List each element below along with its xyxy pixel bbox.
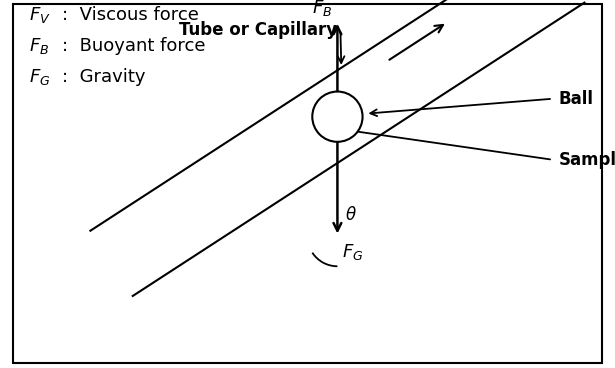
Text: :  Gravity: : Gravity	[62, 68, 146, 86]
Text: $F_B$: $F_B$	[30, 36, 49, 56]
Text: $F_G$: $F_G$	[30, 67, 51, 87]
Text: $F_B$: $F_B$	[312, 0, 333, 18]
Text: $F_G$: $F_G$	[342, 243, 363, 262]
Text: Ball: Ball	[559, 90, 594, 108]
Text: :  Viscous force: : Viscous force	[62, 6, 199, 24]
Text: Sample: Sample	[559, 151, 615, 169]
Text: $F_V$: $F_V$	[30, 5, 51, 25]
Text: :  Buoyant force: : Buoyant force	[62, 37, 205, 55]
Text: $\theta$: $\theta$	[344, 206, 357, 224]
Text: Tube or Capillary: Tube or Capillary	[180, 21, 338, 39]
Circle shape	[312, 92, 363, 142]
